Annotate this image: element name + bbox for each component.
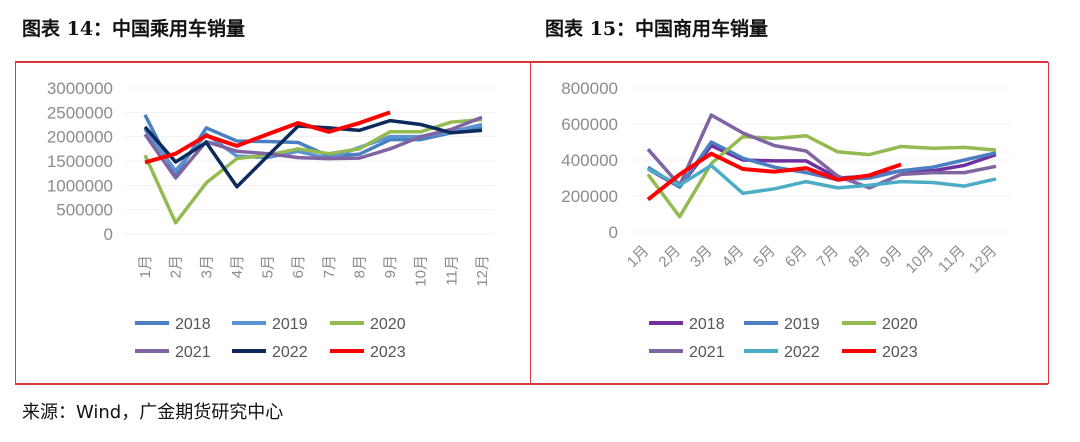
series-line-2018 (143, 113, 483, 178)
y-tick-label: 600000 (561, 115, 618, 134)
x-tick-label: 5月 (260, 255, 277, 278)
x-tick-label: 11月 (935, 242, 969, 276)
x-tick-label: 9月 (382, 255, 399, 278)
x-tick-label: 2月 (168, 255, 185, 278)
legend-label-2018: 2018 (175, 316, 211, 333)
series-line-2022 (647, 163, 997, 196)
legend-label-2021: 2021 (689, 344, 725, 361)
commercial-vehicle-sales-chart: 0 200000 400000 600000 800000 1月 2月 3月 4月 5月 6月 7月 8… (561, 79, 1011, 361)
series-line-2020 (646, 133, 997, 219)
x-tick-label: 12月 (474, 255, 491, 287)
x-tick-label: 4月 (229, 255, 246, 278)
x-tick-label: 3月 (687, 242, 716, 271)
passenger-car-sales-chart: 0 500000 1000000 1500000 2000000 2500000 30000… (47, 79, 495, 361)
y-tick-label: 0 (104, 225, 113, 244)
right-border (1048, 62, 1049, 384)
left-border (15, 62, 16, 384)
x-tick-label: 8月 (351, 255, 368, 278)
x-tick-label: 12月 (966, 242, 1000, 276)
y-tick-label: 0 (609, 223, 618, 242)
legend-label-2020: 2020 (370, 316, 406, 333)
x-tick-label: 5月 (750, 242, 779, 271)
x-tick-label: 8月 (845, 242, 874, 271)
legend-label-2023: 2023 (370, 344, 406, 361)
x-tick-label: 1月 (624, 242, 653, 271)
x-tick-label: 7月 (321, 255, 338, 278)
y-tick-label: 2000000 (47, 128, 113, 147)
chart-title-right: 图表 15：中国商用车销量 (545, 18, 769, 40)
legend-label-2019: 2019 (272, 316, 308, 333)
series-line-2023 (144, 110, 391, 165)
x-tick-label: 4月 (719, 242, 748, 271)
x-tick-label: 6月 (782, 242, 811, 271)
middle-divider (530, 62, 531, 384)
legend-label-2022: 2022 (272, 344, 308, 361)
x-tick-label: 1月 (137, 255, 154, 278)
legend-label-2023: 2023 (882, 344, 918, 361)
y-tick-label: 2500000 (47, 103, 113, 122)
x-tick-label: 2月 (655, 242, 684, 271)
x-tick-label: 10月 (413, 255, 430, 287)
source-note: 来源：Wind，广金期货研究中心 (22, 402, 284, 423)
series-line-2019 (647, 140, 997, 189)
x-tick-label: 3月 (198, 255, 215, 278)
series-line-2023 (646, 151, 902, 202)
x-tick-label: 11月 (443, 255, 460, 286)
legend-label-2019: 2019 (784, 316, 820, 333)
y-tick-label: 500000 (56, 201, 113, 220)
y-tick-label: 1000000 (47, 176, 113, 195)
x-tick-label: 10月 (903, 242, 937, 276)
y-tick-label: 400000 (561, 151, 618, 170)
x-tick-label: 7月 (814, 242, 843, 271)
y-tick-label: 1500000 (47, 152, 113, 171)
y-tick-label: 3000000 (47, 79, 113, 98)
top-divider (15, 61, 1048, 63)
bottom-divider (15, 383, 1048, 385)
x-tick-label: 6月 (290, 255, 307, 278)
chart-title-left: 图表 14：中国乘用车销量 (22, 18, 246, 40)
legend-label-2021: 2021 (175, 344, 211, 361)
y-tick-label: 800000 (561, 79, 618, 98)
series-line-2021 (646, 113, 997, 190)
series-line-2020 (143, 117, 483, 225)
legend-label-2020: 2020 (882, 316, 918, 333)
x-tick-label: 9月 (877, 242, 906, 271)
legend-label-2018: 2018 (689, 316, 725, 333)
legend-label-2022: 2022 (784, 344, 820, 361)
y-tick-label: 200000 (561, 187, 618, 206)
